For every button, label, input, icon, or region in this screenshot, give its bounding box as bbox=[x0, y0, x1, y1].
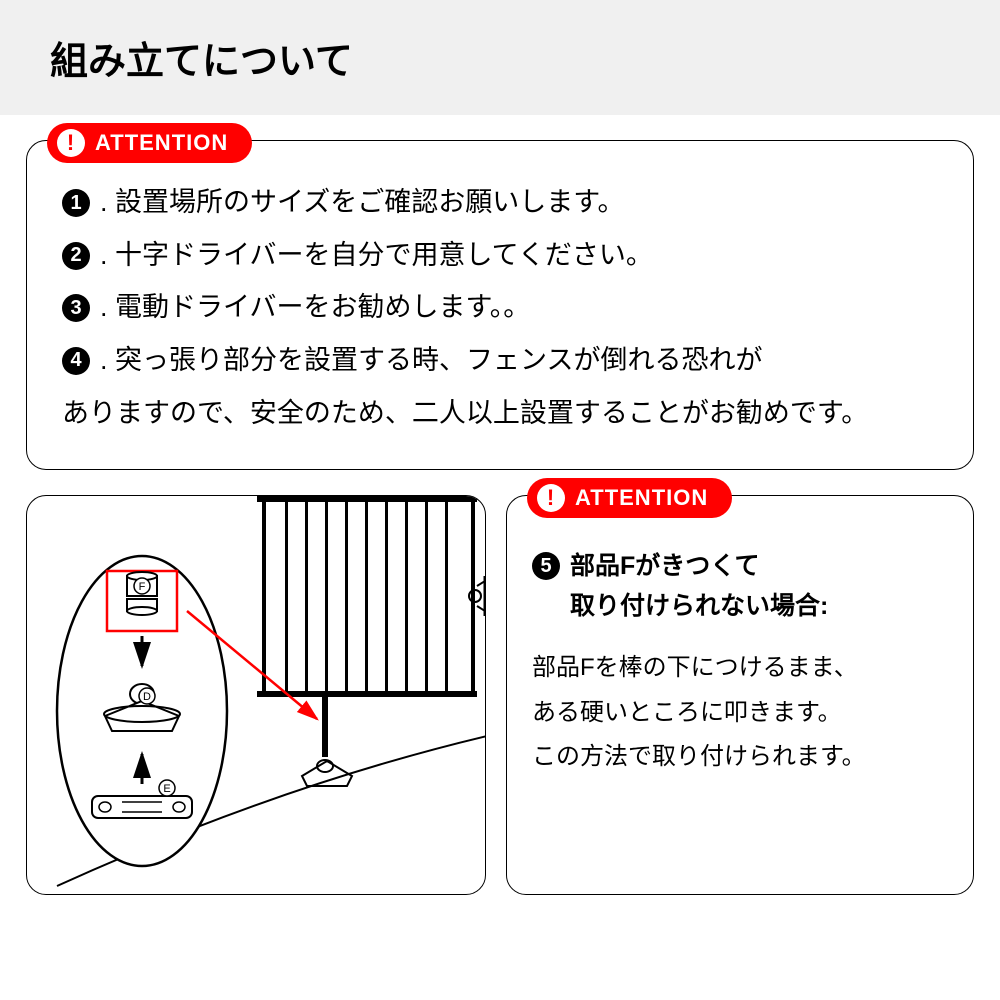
item-4-cont: ありますので、安全のため、二人以上設置することがお勧めです。 bbox=[62, 387, 938, 440]
item-5-body3: この方法で取り付けられます。 bbox=[532, 735, 953, 779]
item-4: 4 . 突っ張り部分を設置する時、フェンスが倒れる恐れが bbox=[62, 334, 938, 387]
attention-text: ATTENTION bbox=[575, 485, 708, 511]
svg-text:D: D bbox=[143, 691, 151, 703]
item-5-body1: 部品Fを棒の下につけるまま、 bbox=[532, 646, 953, 690]
title-text: 組み立てについて bbox=[50, 41, 353, 83]
attention-icon: ! bbox=[537, 484, 565, 512]
item-3-text: . 電動ドライバーをお勧めします。。 bbox=[100, 281, 530, 334]
assembly-diagram: F D E bbox=[26, 495, 486, 895]
num-4: 4 bbox=[62, 347, 90, 375]
item-5-title-text: 部品Fがきつくて 取り付けられない場合: bbox=[570, 546, 828, 626]
bottom-row: F D E bbox=[26, 495, 974, 895]
num-1: 1 bbox=[62, 189, 90, 217]
diagram-svg: F D E bbox=[27, 496, 486, 895]
svg-text:E: E bbox=[163, 783, 170, 795]
num-2: 2 bbox=[62, 242, 90, 270]
num-3: 3 bbox=[62, 294, 90, 322]
item-5-body2: ある硬いところに叩きます。 bbox=[532, 691, 953, 735]
item-2: 2 . 十字ドライバーを自分で用意してください。 bbox=[62, 229, 938, 282]
item-1: 1 . 設置場所のサイズをご確認お願いします。 bbox=[62, 176, 938, 229]
item-3: 3 . 電動ドライバーをお勧めします。。 bbox=[62, 281, 938, 334]
svg-text:F: F bbox=[139, 581, 146, 593]
attention-icon: ! bbox=[57, 129, 85, 157]
attention-box-2: ! ATTENTION 5 部品Fがきつくて 取り付けられない場合: 部品Fを棒… bbox=[506, 495, 974, 895]
attention-badge-2: ! ATTENTION bbox=[527, 478, 732, 518]
attention-text: ATTENTION bbox=[95, 130, 228, 156]
attention-badge: ! ATTENTION bbox=[47, 123, 252, 163]
attention-box-1: ! ATTENTION 1 . 設置場所のサイズをご確認お願いします。 2 . … bbox=[26, 140, 974, 470]
item-4-text: . 突っ張り部分を設置する時、フェンスが倒れる恐れが bbox=[100, 334, 762, 387]
item-5-title: 5 部品Fがきつくて 取り付けられない場合: bbox=[532, 546, 953, 626]
fence-group bbox=[257, 496, 486, 697]
item-1-text: . 設置場所のサイズをご確認お願いします。 bbox=[100, 176, 625, 229]
page-title: 組み立てについて bbox=[0, 0, 1000, 115]
num-5: 5 bbox=[532, 552, 560, 580]
item-2-text: . 十字ドライバーを自分で用意してください。 bbox=[100, 229, 653, 282]
